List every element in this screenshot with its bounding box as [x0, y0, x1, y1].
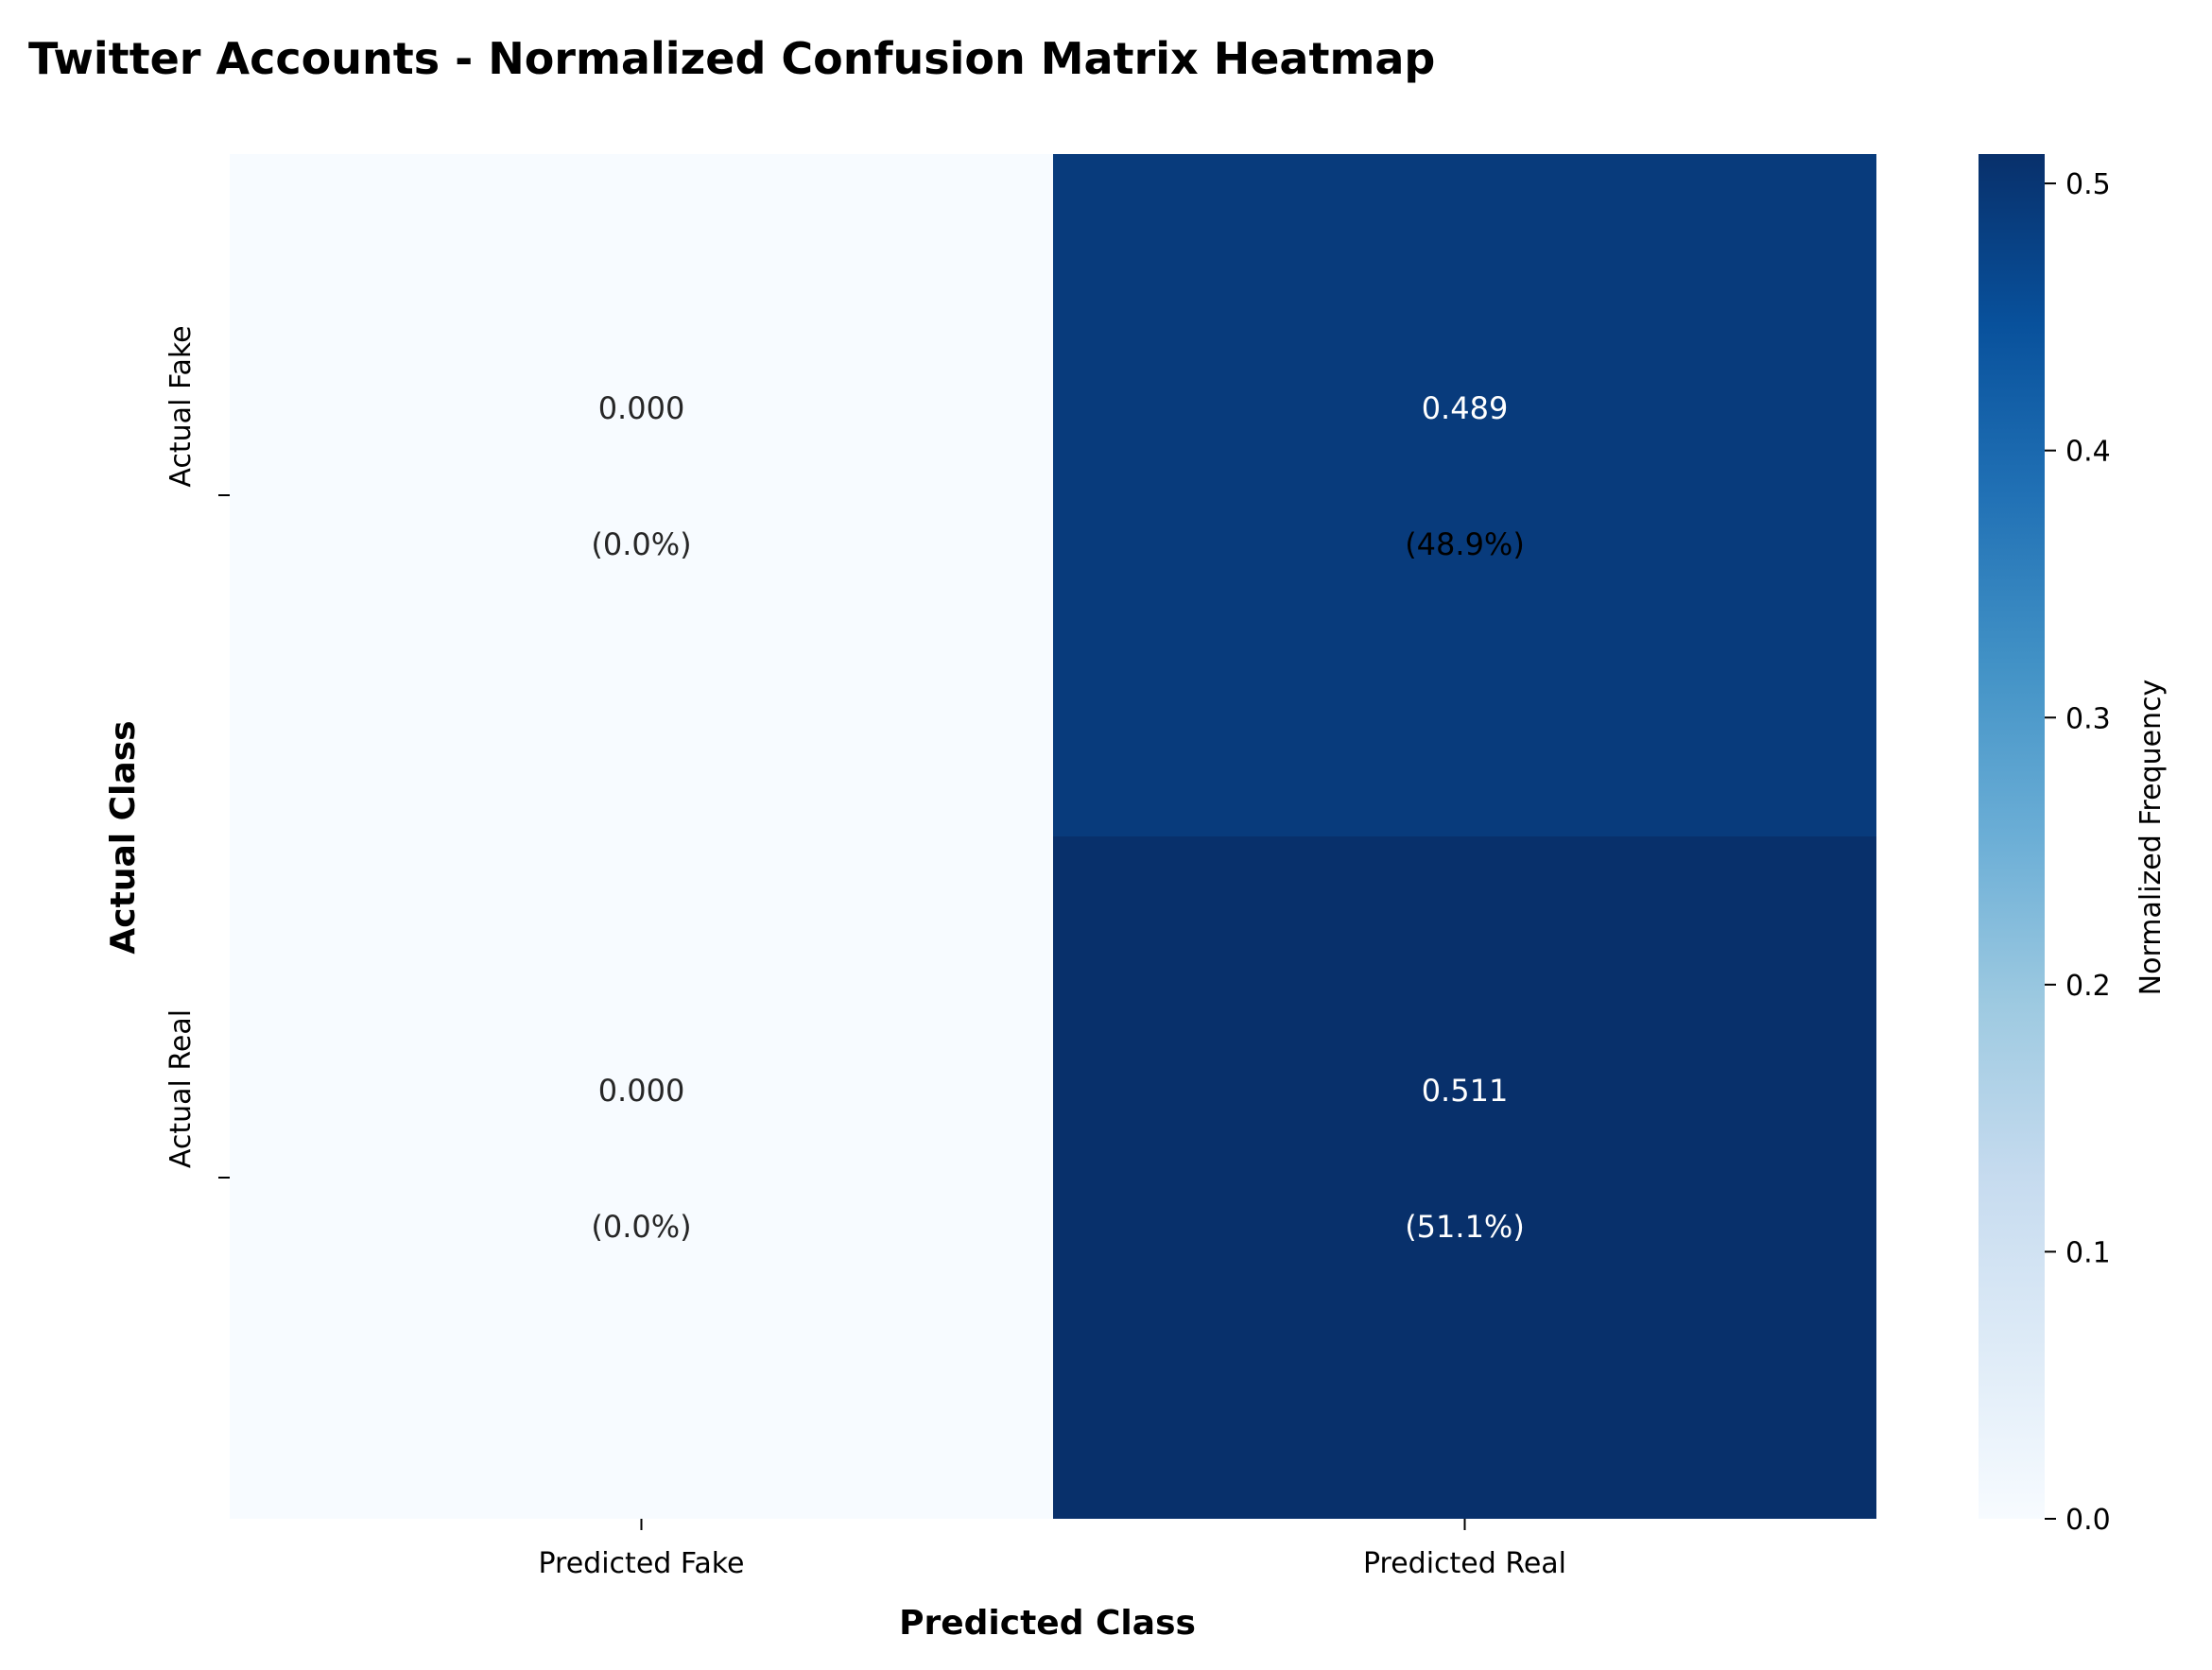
cell-percent-actual-real-predicted-real: (51.1%)	[1405, 1209, 1525, 1245]
chart-title: Twitter Accounts - Normalized Confusion …	[28, 33, 1435, 84]
heatmap-cells	[230, 154, 1876, 1519]
colorbar-tick-label: 0.0	[2065, 1504, 2111, 1537]
y-tick-label-fake: Actual Fake	[164, 325, 198, 487]
cell-percent-actual-fake-predicted-real: (48.9%)	[1405, 526, 1525, 562]
cell-value-actual-fake-predicted-real: 0.489	[1422, 390, 1509, 426]
heatmap-cell-actual-fake-predicted-real	[1053, 154, 1876, 836]
x-tick-label-fake: Predicted Fake	[538, 1547, 744, 1580]
cell-value-actual-real-predicted-real: 0.511	[1422, 1073, 1509, 1109]
heatmap-cell-actual-real-predicted-real	[1053, 836, 1876, 1519]
y-axis-title: Actual Class	[104, 720, 143, 954]
colorbar-ticks: 0.0 0.1 0.2 0.3 0.4 0.5	[2045, 168, 2111, 1537]
colorbar-tick-label: 0.3	[2065, 702, 2111, 735]
cell-percent-actual-real-predicted-fake: (0.0%)	[591, 1209, 691, 1245]
cell-value-actual-real-predicted-fake: 0.000	[598, 1073, 685, 1109]
heatmap-cell-actual-real-predicted-fake	[230, 836, 1053, 1519]
colorbar-tick-label: 0.2	[2065, 970, 2111, 1003]
cell-value-actual-fake-predicted-fake: 0.000	[598, 390, 685, 426]
colorbar-tick-label: 0.1	[2065, 1236, 2111, 1269]
x-axis-title: Predicted Class	[899, 1604, 1196, 1643]
heatmap-cell-actual-fake-predicted-fake	[230, 154, 1053, 836]
heatmap-cell-labels: 0.000 (0.0%) 0.489 (48.9%) 0.000 (0.0%) 0.511 (…	[591, 390, 1524, 1245]
x-tick-label-real: Predicted Real	[1363, 1547, 1566, 1580]
colorbar-label: Normalized Frequency	[2134, 680, 2168, 996]
colorbar-tick-label: 0.5	[2065, 168, 2111, 201]
colorbar-tick-label: 0.4	[2065, 436, 2111, 469]
y-tick-label-real: Actual Real	[164, 1009, 198, 1168]
cell-percent-actual-fake-predicted-fake: (0.0%)	[591, 526, 691, 562]
colorbar	[1979, 154, 2045, 1519]
x-axis-ticks: Predicted Fake Predicted Real	[538, 1519, 1566, 1580]
y-axis-ticks: Actual Fake Actual Real	[164, 325, 230, 1179]
